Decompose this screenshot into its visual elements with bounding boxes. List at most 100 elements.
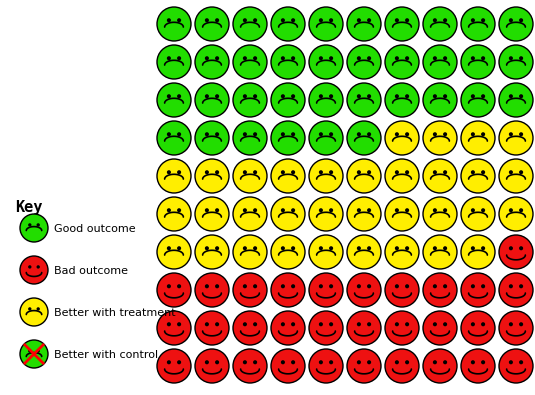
Circle shape [461,159,495,193]
Circle shape [291,246,295,250]
Circle shape [319,208,323,212]
Circle shape [329,360,333,364]
Circle shape [253,284,257,288]
Circle shape [423,197,457,231]
Circle shape [309,83,343,117]
Circle shape [177,94,181,98]
Circle shape [36,349,40,353]
Circle shape [443,18,447,22]
Circle shape [405,132,409,136]
Circle shape [395,246,399,250]
Circle shape [461,121,495,155]
Circle shape [433,360,437,364]
Circle shape [291,132,295,136]
Circle shape [195,349,229,383]
Circle shape [243,132,247,136]
Circle shape [367,322,371,326]
Circle shape [253,132,257,136]
Circle shape [357,246,361,250]
Circle shape [357,132,361,136]
Circle shape [499,83,533,117]
Circle shape [395,132,399,136]
Circle shape [329,170,333,174]
Circle shape [309,159,343,193]
Circle shape [433,132,437,136]
Circle shape [157,273,191,307]
Circle shape [405,246,409,250]
Circle shape [405,18,409,22]
Circle shape [291,56,295,60]
Circle shape [177,56,181,60]
Text: Bad outcome: Bad outcome [54,266,128,276]
Circle shape [233,235,267,269]
Circle shape [215,246,219,250]
Circle shape [319,132,323,136]
Circle shape [253,18,257,22]
Circle shape [319,170,323,174]
Circle shape [443,208,447,212]
Circle shape [395,94,399,98]
Circle shape [205,246,209,250]
Circle shape [367,132,371,136]
Circle shape [233,83,267,117]
Circle shape [233,121,267,155]
Circle shape [519,94,523,98]
Circle shape [291,360,295,364]
Circle shape [347,7,381,41]
Circle shape [461,197,495,231]
Circle shape [405,208,409,212]
Circle shape [481,208,485,212]
Circle shape [423,349,457,383]
Circle shape [385,197,419,231]
Circle shape [385,83,419,117]
Circle shape [499,159,533,193]
Circle shape [347,273,381,307]
Circle shape [177,360,181,364]
Circle shape [157,349,191,383]
Circle shape [481,94,485,98]
Circle shape [281,208,285,212]
Circle shape [481,18,485,22]
Circle shape [329,18,333,22]
Circle shape [215,284,219,288]
Circle shape [509,170,513,174]
Circle shape [167,132,171,136]
Circle shape [291,208,295,212]
Circle shape [405,56,409,60]
Circle shape [271,349,305,383]
Circle shape [281,322,285,326]
Circle shape [167,360,171,364]
Circle shape [309,311,343,345]
Circle shape [233,159,267,193]
Circle shape [461,235,495,269]
Circle shape [177,18,181,22]
Circle shape [195,83,229,117]
Circle shape [195,159,229,193]
Circle shape [367,360,371,364]
Circle shape [205,94,209,98]
Circle shape [385,235,419,269]
Circle shape [509,360,513,364]
Circle shape [233,349,267,383]
Circle shape [215,322,219,326]
Circle shape [509,246,513,250]
Circle shape [481,56,485,60]
Circle shape [461,311,495,345]
Circle shape [319,284,323,288]
Circle shape [433,284,437,288]
Circle shape [433,18,437,22]
Circle shape [319,246,323,250]
Circle shape [461,273,495,307]
Circle shape [167,284,171,288]
Circle shape [309,45,343,79]
Circle shape [385,349,419,383]
Circle shape [157,7,191,41]
Circle shape [243,170,247,174]
Circle shape [423,235,457,269]
Circle shape [233,7,267,41]
Circle shape [215,132,219,136]
Circle shape [395,18,399,22]
Circle shape [519,360,523,364]
Circle shape [499,45,533,79]
Circle shape [347,311,381,345]
